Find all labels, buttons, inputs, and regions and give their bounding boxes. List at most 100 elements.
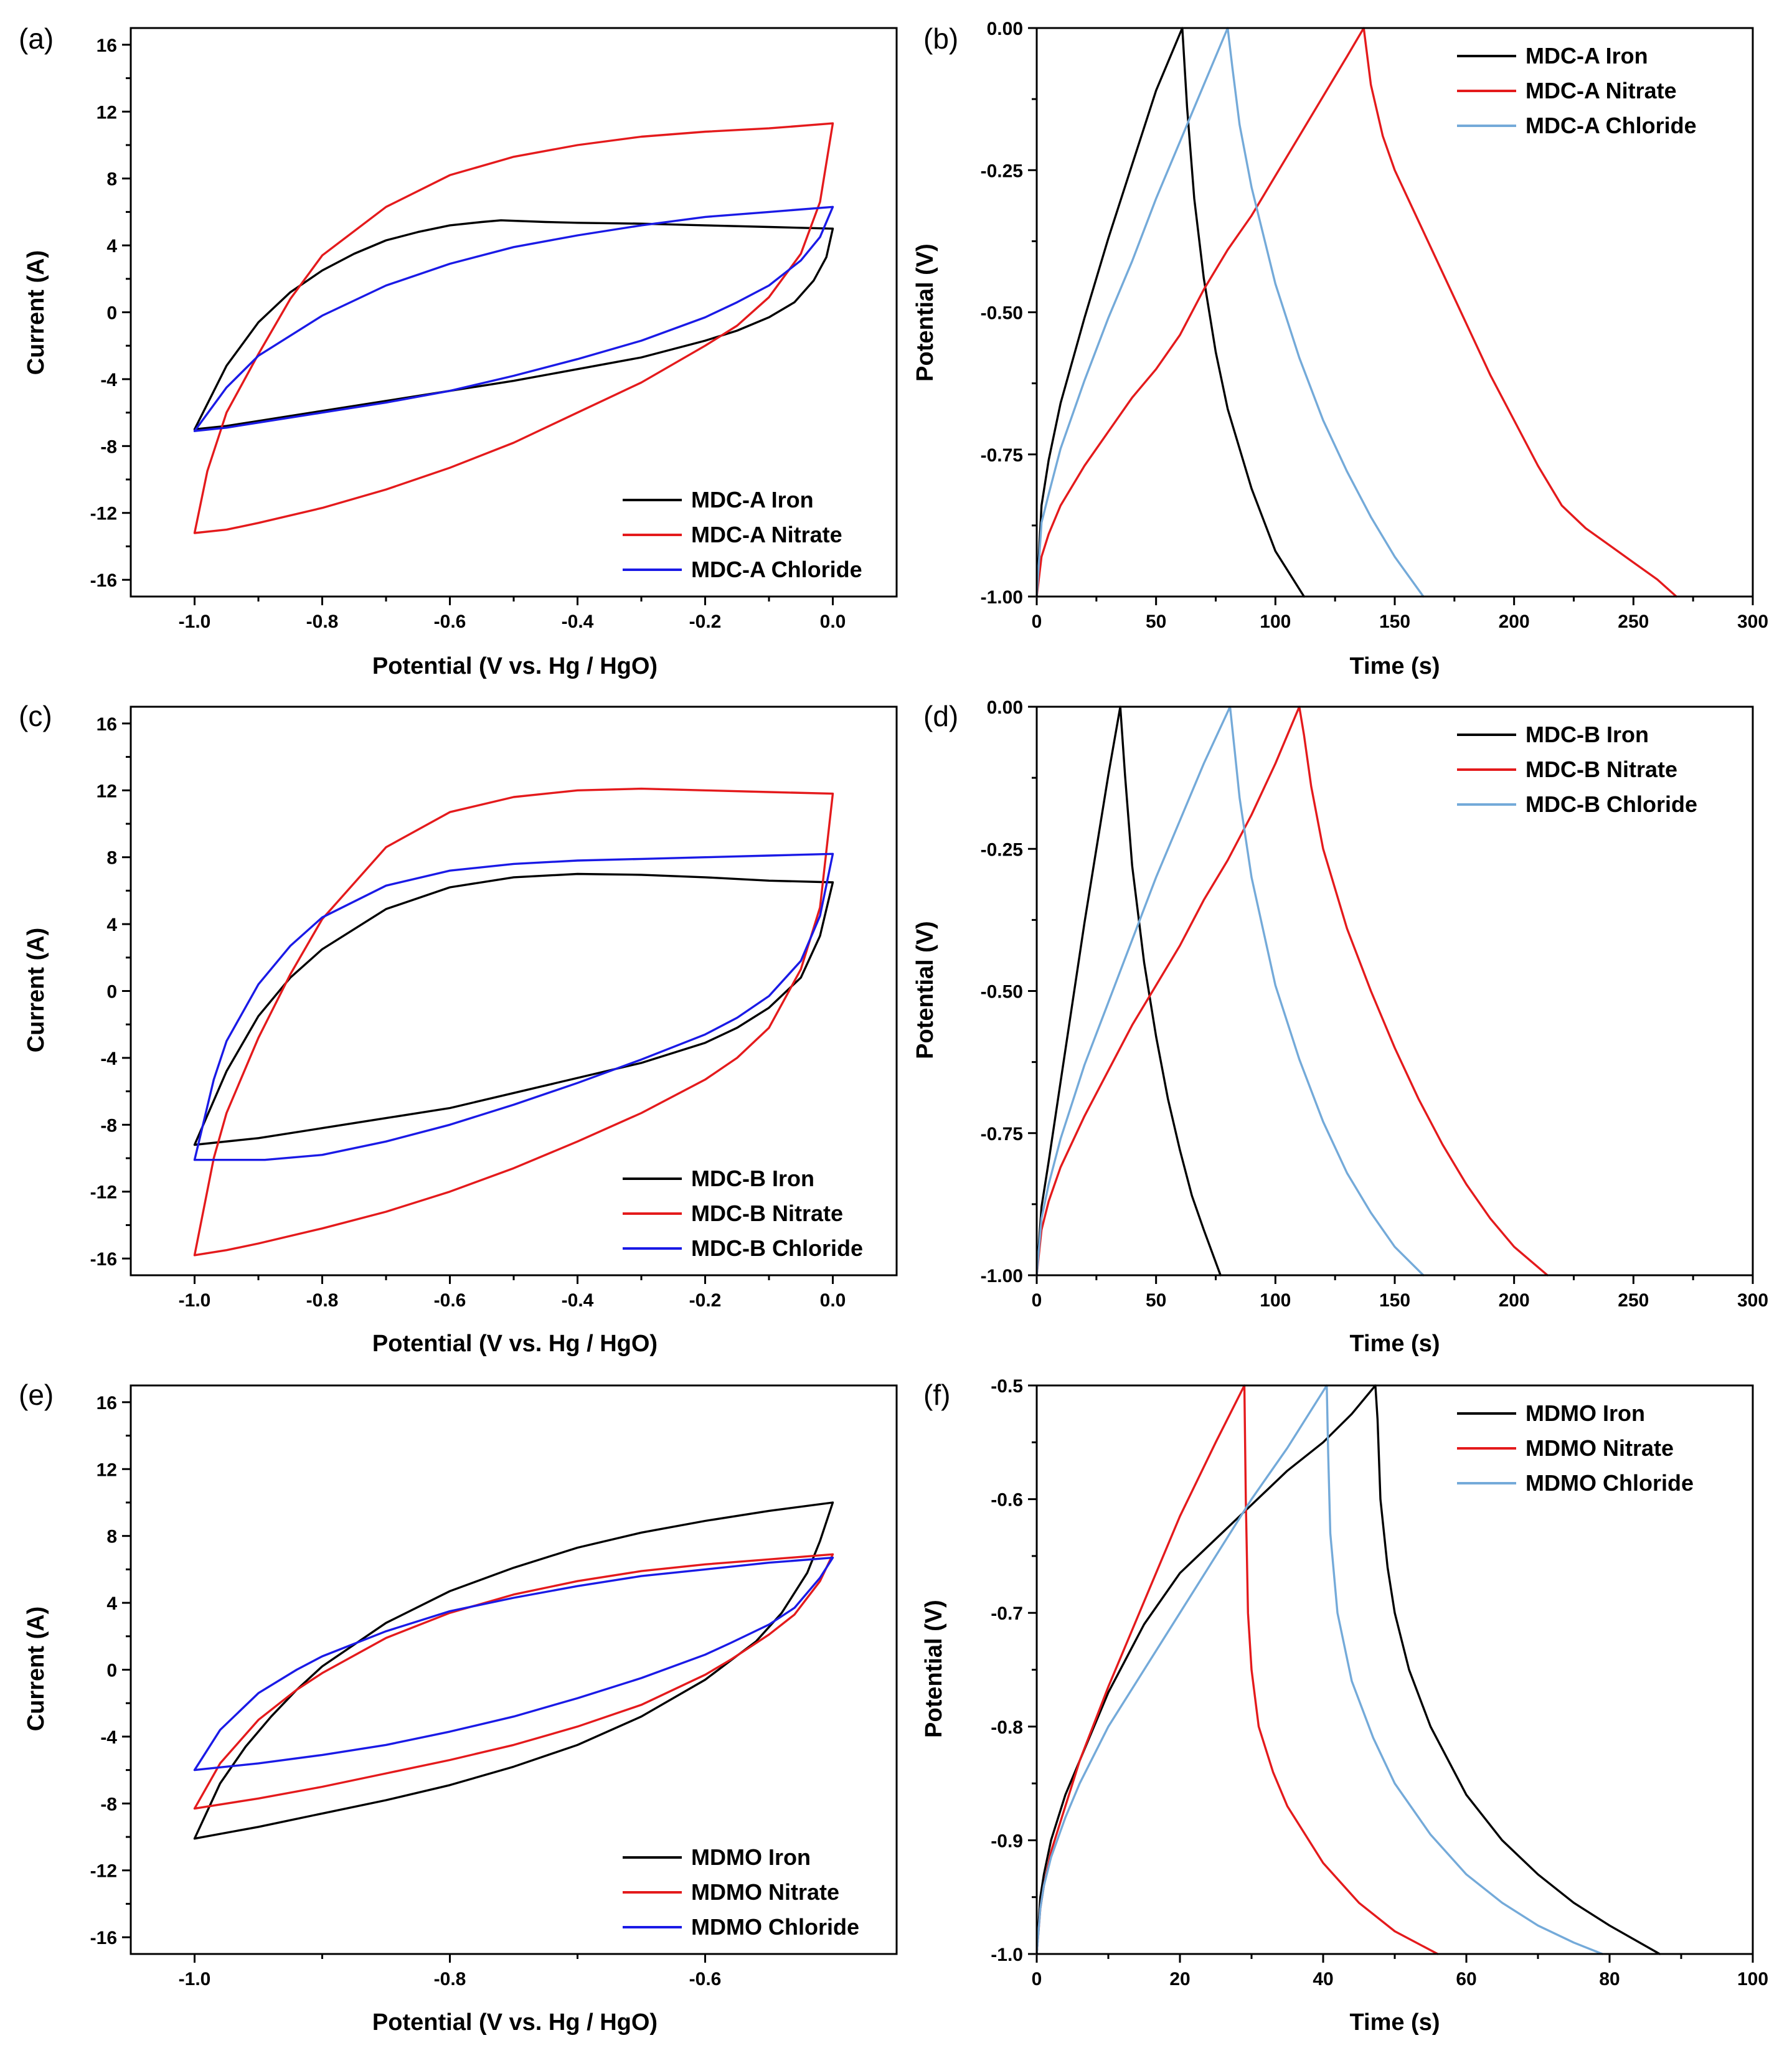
x-axis-title-f: Time (s) bbox=[1349, 2009, 1440, 2036]
plot-frame-b bbox=[1035, 27, 1754, 598]
y-axis-title-f: Potential (V) bbox=[921, 1600, 947, 1738]
y-tick-label-a: -4 bbox=[100, 370, 117, 390]
legend-label-d-1: MDC-B Iron bbox=[1526, 722, 1649, 747]
y-tick-label-b: -0.25 bbox=[981, 161, 1023, 181]
x-tick-label-c: -1.0 bbox=[179, 1290, 211, 1311]
y-tick-label-c: -16 bbox=[90, 1249, 117, 1270]
series-line-e-3 bbox=[193, 1556, 834, 1772]
panel-label-a: (a) bbox=[19, 22, 54, 55]
panel-label-c: (c) bbox=[19, 700, 52, 732]
x-tick-label-d: 100 bbox=[1260, 1290, 1291, 1311]
panel-d-gcd-mdc-b: (d) Potential (V) Time (s) 0 50 100 150 200 2… bbox=[912, 697, 1768, 1357]
x-tick-label-a: -0.8 bbox=[306, 611, 339, 632]
series-line-a-3 bbox=[193, 205, 834, 432]
series-line-b-3 bbox=[1035, 27, 1425, 598]
plot-frame-e bbox=[130, 1384, 898, 1955]
x-tick-label-e: -0.6 bbox=[689, 1969, 722, 1989]
x-tick-label-c: -0.4 bbox=[562, 1290, 594, 1311]
y-tick-label-a: 0 bbox=[106, 303, 117, 324]
y-tick-label-a: 16 bbox=[97, 35, 117, 56]
panel-c-cv-mdc-b: (c) Current (A) Potential (V vs. Hg / Hg… bbox=[19, 700, 898, 1357]
legend-c: MDC-B Iron MDC-B Nitrate MDC-B Chloride bbox=[623, 1166, 863, 1261]
x-tick-label-e: -1.0 bbox=[179, 1969, 211, 1989]
x-tick-label-d: 200 bbox=[1499, 1290, 1530, 1311]
legend-label-f-2: MDMO Nitrate bbox=[1526, 1435, 1674, 1461]
legend-label-b-2: MDC-A Nitrate bbox=[1526, 78, 1677, 103]
x-tick-label-f: 80 bbox=[1599, 1969, 1620, 1989]
y-tick-label-a: -12 bbox=[90, 504, 117, 524]
legend-label-e-1: MDMO Iron bbox=[691, 1844, 811, 1870]
y-tick-label-e: 8 bbox=[106, 1527, 117, 1547]
y-tick-label-c: -8 bbox=[100, 1115, 117, 1136]
x-tick-label-a: -0.4 bbox=[562, 611, 594, 632]
x-axis-title-c: Potential (V vs. Hg / HgO) bbox=[372, 1331, 658, 1357]
y-tick-label-a: -16 bbox=[90, 570, 117, 591]
y-tick-label-e: -12 bbox=[90, 1861, 117, 1882]
legend-label-e-3: MDMO Chloride bbox=[691, 1914, 859, 1940]
x-tick-label-e: -0.8 bbox=[434, 1969, 466, 1989]
y-tick-label-d: -0.50 bbox=[981, 982, 1023, 1003]
series-line-b-2 bbox=[1035, 27, 1677, 598]
panel-e-cv-mdmo: (e) Current (A) Potential (V vs. Hg / Hg… bbox=[19, 1379, 898, 2036]
axis-ticks-d: 0 50 100 150 200 250 300 -1.00 -0.75 -0.50 -0.25 0.… bbox=[981, 697, 1768, 1311]
panel-label-e: (e) bbox=[19, 1379, 54, 1411]
y-tick-label-f: -0.6 bbox=[991, 1490, 1023, 1511]
y-tick-label-e: -16 bbox=[90, 1928, 117, 1948]
legend-label-d-2: MDC-B Nitrate bbox=[1526, 757, 1677, 782]
x-axis-title-d: Time (s) bbox=[1349, 1331, 1440, 1357]
y-tick-label-c: 0 bbox=[106, 982, 117, 1003]
legend-label-f-3: MDMO Chloride bbox=[1526, 1470, 1694, 1496]
legend-a: MDC-A Iron MDC-A Nitrate MDC-A Chloride bbox=[623, 487, 862, 582]
legend-label-a-3: MDC-A Chloride bbox=[691, 557, 862, 582]
series-line-f-2 bbox=[1035, 1384, 1439, 1955]
legend-b: MDC-A Iron MDC-A Nitrate MDC-A Chloride bbox=[1457, 43, 1697, 138]
x-tick-label-a: -0.6 bbox=[434, 611, 466, 632]
y-tick-label-d: -1.00 bbox=[981, 1266, 1023, 1286]
legend-label-c-1: MDC-B Iron bbox=[691, 1166, 814, 1191]
panel-f-gcd-mdmo: (f) Potential (V) Time (s) 0 20 40 60 80 100 -… bbox=[921, 1376, 1768, 2036]
y-tick-label-c: -4 bbox=[100, 1049, 117, 1069]
x-axis-title-b: Time (s) bbox=[1349, 653, 1440, 679]
x-tick-label-b: 250 bbox=[1618, 611, 1649, 632]
x-tick-label-f: 40 bbox=[1313, 1969, 1333, 1989]
series-line-d-3 bbox=[1035, 705, 1425, 1276]
x-tick-label-b: 300 bbox=[1737, 611, 1768, 632]
panel-label-b: (b) bbox=[923, 22, 958, 55]
y-tick-label-c: -12 bbox=[90, 1182, 117, 1203]
y-tick-label-c: 12 bbox=[97, 781, 117, 801]
plot-frame-f bbox=[1035, 1384, 1754, 1955]
y-tick-label-f: -0.8 bbox=[991, 1717, 1023, 1738]
x-tick-label-d: 250 bbox=[1618, 1290, 1649, 1311]
plot-area-a bbox=[193, 122, 834, 534]
x-tick-label-b: 100 bbox=[1260, 611, 1291, 632]
axis-ticks-b: 0 50 100 150 200 250 300 -1.00 -0.75 -0.50 -0.25 0.… bbox=[981, 19, 1768, 632]
legend-label-b-3: MDC-A Chloride bbox=[1526, 113, 1697, 138]
series-line-c-3 bbox=[193, 852, 834, 1161]
plot-frame-c bbox=[130, 705, 898, 1276]
axis-ticks-c: -1.0 -0.8 -0.6 -0.4 -0.2 0.0 -16 -12 -8 -4 0 4 8 12 16 bbox=[90, 714, 846, 1311]
series-line-e-2 bbox=[193, 1553, 834, 1810]
y-tick-label-e: -8 bbox=[100, 1794, 117, 1814]
panel-b-gcd-mdc-a: (b) Potential (V) Time (s) 0 50 100 150 200 2… bbox=[912, 19, 1768, 679]
legend-label-e-2: MDMO Nitrate bbox=[691, 1879, 839, 1905]
y-tick-label-a: 8 bbox=[106, 169, 117, 190]
legend-label-a-1: MDC-A Iron bbox=[691, 487, 814, 512]
x-tick-label-b: 200 bbox=[1499, 611, 1530, 632]
legend-label-c-3: MDC-B Chloride bbox=[691, 1235, 863, 1261]
legend-label-f-1: MDMO Iron bbox=[1526, 1400, 1645, 1426]
x-tick-label-a: -1.0 bbox=[179, 611, 211, 632]
series-line-c-1 bbox=[193, 872, 834, 1146]
y-tick-label-f: -0.5 bbox=[991, 1376, 1023, 1397]
series-line-d-2 bbox=[1035, 705, 1549, 1276]
x-tick-label-c: -0.8 bbox=[306, 1290, 339, 1311]
y-axis-title-d: Potential (V) bbox=[912, 921, 938, 1059]
axis-ticks-a: -1.0 -0.8 -0.6 -0.4 -0.2 0.0 -16 -12 -8 -4 0 4 8 12 16 bbox=[90, 35, 846, 632]
y-tick-label-f: -0.7 bbox=[991, 1603, 1023, 1624]
legend-label-c-2: MDC-B Nitrate bbox=[691, 1201, 843, 1226]
y-tick-label-c: 4 bbox=[106, 915, 117, 935]
y-axis-title-a: Current (A) bbox=[23, 250, 49, 375]
y-tick-label-e: 12 bbox=[97, 1460, 117, 1480]
y-tick-label-b: -0.50 bbox=[981, 303, 1023, 324]
panel-label-f: (f) bbox=[923, 1379, 950, 1411]
x-tick-label-b: 50 bbox=[1146, 611, 1166, 632]
